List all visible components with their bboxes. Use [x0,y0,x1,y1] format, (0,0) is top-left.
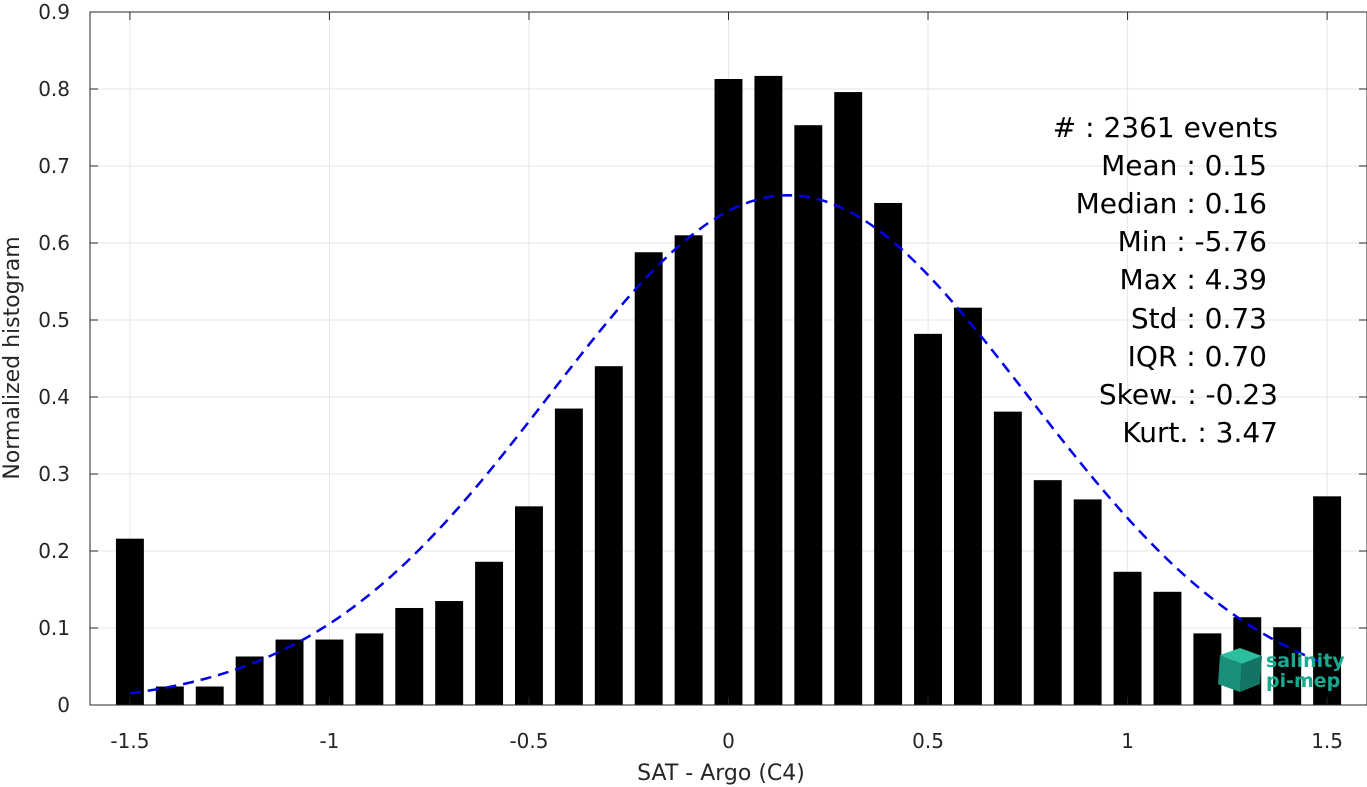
histogram-bar [195,686,224,705]
histogram-bar [1193,633,1222,705]
histogram-bar [834,92,863,705]
stats-max: Max : 4.39 [1120,263,1267,296]
histogram-bar [1313,496,1342,705]
stats-min: Min : -5.76 [1118,225,1267,258]
histogram-bar [554,408,583,705]
stats-kurt: Kurt. : 3.47 [1122,416,1278,449]
histogram-bar [235,656,264,705]
histogram-bar [714,78,743,706]
y-tick-label: 0.4 [38,385,70,409]
logo-line2: pi-mep [1266,670,1340,692]
histogram-bar [754,75,783,705]
histogram-bar [315,639,344,705]
x-tick-label: 1.5 [1311,729,1343,753]
logo-line1: salinity [1266,650,1345,672]
axis-ticks: -1.5 -1 -0.5 0 0.5 1 1.5 0 0.1 0.2 0.3 0.4 0.5 0.6 0.7… [38,0,1367,753]
x-tick-label: 1 [1121,729,1134,753]
y-tick-label: 0.6 [38,231,70,255]
histogram-bar [953,307,982,705]
y-axis-title: Normalized histogram [0,236,25,479]
y-tick-label: 0.3 [38,462,70,486]
histogram-bar [515,506,543,705]
histogram-bar [594,366,623,705]
histogram-bar [634,252,663,706]
stats-std: Std : 0.73 [1131,302,1267,335]
histogram-bar [1033,480,1062,705]
histogram-bar [155,686,184,705]
histogram-bar [435,601,464,705]
x-axis-title: SAT - Argo (C4) [637,761,805,786]
stats-mean: Mean : 0.15 [1101,149,1267,182]
histogram-bar [993,411,1022,705]
y-tick-label: 0.9 [38,0,70,24]
x-tick-label: 0 [722,729,735,753]
histogram-bar [355,633,384,705]
histogram-bar [1273,627,1302,705]
x-tick-label: -0.5 [509,729,548,753]
histogram-bar [1153,591,1182,705]
gaussian-fit-curve [129,194,1328,695]
histogram-bar [914,333,942,705]
histogram-bar [1073,499,1102,705]
y-tick-label: 0.8 [38,77,70,101]
salinity-pimep-logo: salinity pi-mep [1218,648,1345,692]
histogram-bar [475,561,504,705]
stats-box: # : 2361 events Mean : 0.15 Median : 0.1… [1053,111,1278,449]
y-tick-label: 0.5 [38,308,70,332]
x-tick-label: -1.5 [110,729,149,753]
histogram-bars [115,75,1342,706]
stats-iqr: IQR : 0.70 [1128,340,1267,373]
x-tick-label: 0.5 [912,729,944,753]
x-tick-label: -1 [319,729,339,753]
stats-events: # : 2361 events [1053,111,1278,144]
histogram-bar [115,538,144,705]
stats-median: Median : 0.16 [1076,187,1267,220]
y-tick-label: 0 [57,693,70,717]
y-tick-label: 0.7 [38,154,70,178]
histogram-bar [395,607,424,705]
stats-skew: Skew. : -0.23 [1099,378,1278,411]
histogram-bar [794,125,823,705]
histogram-bar [674,235,703,706]
histogram-bar [275,639,304,705]
histogram-bar [1113,571,1142,705]
y-tick-label: 0.2 [38,539,70,563]
histogram-bar [874,202,903,705]
logo-cube-icon [1218,648,1262,692]
y-tick-label: 0.1 [38,616,70,640]
